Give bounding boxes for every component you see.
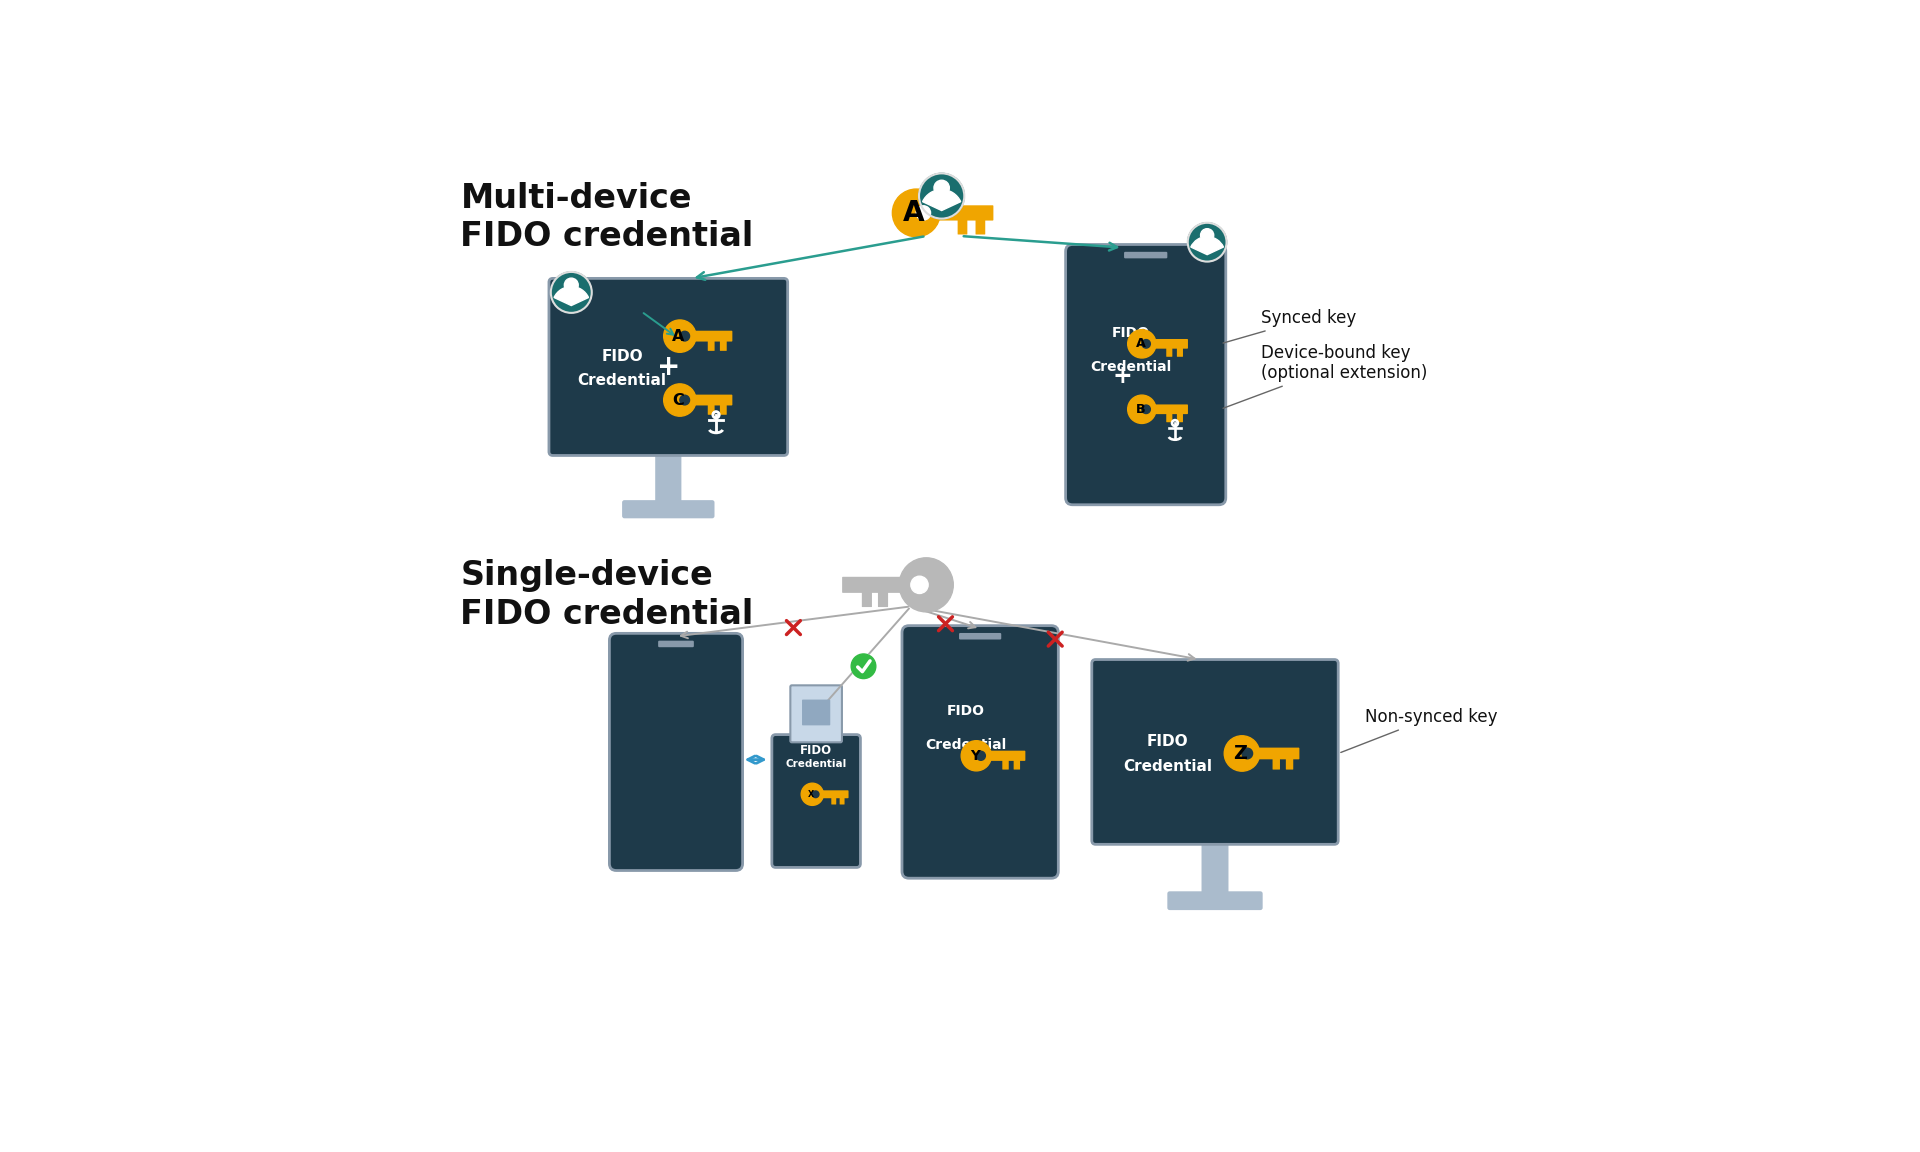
Circle shape (551, 272, 591, 313)
Circle shape (899, 558, 952, 612)
Circle shape (851, 654, 876, 679)
Circle shape (1242, 748, 1252, 759)
FancyBboxPatch shape (1177, 412, 1183, 423)
Text: Y: Y (970, 749, 979, 763)
Text: Credential: Credential (1091, 361, 1171, 374)
FancyBboxPatch shape (609, 634, 743, 871)
Circle shape (680, 332, 689, 341)
Circle shape (1142, 340, 1150, 348)
Text: FIDO: FIDO (947, 704, 985, 719)
Wedge shape (924, 190, 960, 211)
FancyBboxPatch shape (1165, 348, 1173, 357)
Text: Multi-device
FIDO credential: Multi-device FIDO credential (461, 182, 755, 253)
Text: FIDO: FIDO (1112, 326, 1150, 340)
Text: Single-device
FIDO credential: Single-device FIDO credential (461, 560, 755, 630)
FancyBboxPatch shape (1273, 758, 1281, 770)
FancyBboxPatch shape (902, 626, 1058, 878)
Circle shape (975, 751, 985, 760)
FancyBboxPatch shape (1202, 839, 1229, 895)
Circle shape (910, 576, 927, 593)
FancyBboxPatch shape (862, 592, 872, 607)
Text: X: X (808, 790, 814, 798)
Text: A: A (672, 328, 684, 343)
FancyBboxPatch shape (691, 395, 732, 406)
FancyBboxPatch shape (1150, 339, 1188, 349)
FancyBboxPatch shape (1092, 660, 1338, 844)
Text: FIDO: FIDO (801, 744, 831, 757)
FancyBboxPatch shape (708, 340, 714, 351)
Circle shape (801, 783, 824, 805)
Circle shape (664, 320, 697, 353)
FancyBboxPatch shape (975, 219, 985, 235)
Text: Credential: Credential (925, 737, 1006, 752)
FancyBboxPatch shape (839, 797, 845, 804)
FancyBboxPatch shape (691, 331, 732, 341)
Circle shape (916, 206, 931, 220)
FancyBboxPatch shape (831, 797, 837, 804)
FancyBboxPatch shape (708, 404, 714, 415)
Circle shape (1142, 406, 1150, 414)
FancyBboxPatch shape (1254, 748, 1300, 759)
Circle shape (851, 654, 876, 679)
Text: Z: Z (1233, 744, 1248, 763)
Text: +: + (1114, 364, 1133, 388)
Text: FIDO: FIDO (1146, 734, 1188, 749)
FancyBboxPatch shape (1177, 348, 1183, 357)
Text: Device-bound key
(optional extension): Device-bound key (optional extension) (1223, 343, 1428, 408)
Text: B: B (1135, 403, 1144, 416)
Text: Synced key: Synced key (1223, 310, 1356, 343)
Wedge shape (555, 287, 589, 305)
FancyBboxPatch shape (791, 685, 843, 742)
Circle shape (920, 173, 964, 219)
Circle shape (812, 791, 820, 797)
FancyBboxPatch shape (1014, 759, 1020, 770)
Circle shape (1188, 222, 1227, 262)
Circle shape (933, 180, 948, 196)
Circle shape (962, 741, 991, 771)
FancyBboxPatch shape (720, 340, 728, 351)
Circle shape (1200, 229, 1213, 242)
Text: A: A (902, 199, 925, 227)
Circle shape (1127, 329, 1156, 358)
Text: +: + (657, 353, 680, 381)
FancyBboxPatch shape (549, 279, 787, 455)
FancyBboxPatch shape (1123, 252, 1167, 258)
Text: Credential: Credential (785, 759, 847, 770)
FancyBboxPatch shape (958, 219, 968, 235)
FancyBboxPatch shape (843, 577, 908, 593)
FancyBboxPatch shape (1286, 758, 1294, 770)
FancyBboxPatch shape (1167, 892, 1263, 910)
Wedge shape (1190, 236, 1223, 255)
Text: Credential: Credential (1123, 759, 1212, 774)
FancyBboxPatch shape (987, 751, 1025, 760)
FancyBboxPatch shape (1150, 404, 1188, 414)
Text: Non-synced key: Non-synced key (1340, 708, 1498, 752)
Text: FIDO: FIDO (601, 349, 643, 364)
FancyBboxPatch shape (803, 699, 829, 726)
Circle shape (1127, 395, 1156, 424)
FancyBboxPatch shape (720, 404, 728, 415)
Text: Credential: Credential (578, 373, 666, 388)
FancyBboxPatch shape (622, 500, 714, 518)
FancyBboxPatch shape (820, 790, 849, 798)
Circle shape (1225, 736, 1260, 771)
Text: C: C (672, 393, 684, 408)
FancyBboxPatch shape (1066, 244, 1225, 505)
Circle shape (564, 278, 578, 291)
FancyBboxPatch shape (1165, 412, 1173, 423)
Circle shape (680, 395, 689, 404)
Text: A: A (1135, 338, 1146, 350)
FancyBboxPatch shape (877, 592, 889, 607)
Circle shape (664, 384, 697, 416)
FancyBboxPatch shape (655, 450, 682, 503)
Circle shape (893, 189, 941, 237)
FancyBboxPatch shape (960, 632, 1000, 639)
FancyBboxPatch shape (659, 641, 693, 647)
FancyBboxPatch shape (1002, 759, 1008, 770)
FancyBboxPatch shape (933, 205, 993, 220)
FancyBboxPatch shape (772, 735, 860, 867)
